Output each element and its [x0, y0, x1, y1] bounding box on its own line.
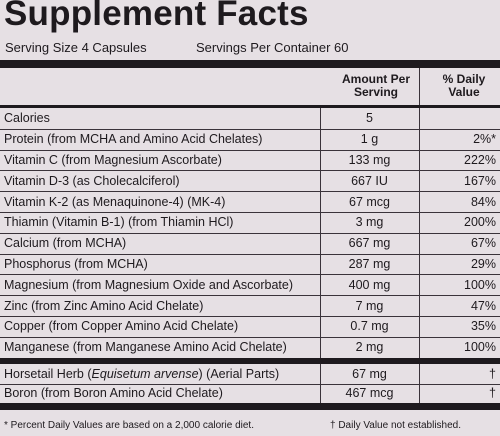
row-rule: [0, 253, 500, 255]
amount: 67 mg: [352, 366, 387, 381]
column-rule: [419, 191, 420, 212]
column-rule: [419, 253, 420, 275]
column-rule: [419, 128, 420, 150]
row-rule: [0, 212, 500, 213]
title: Supplement Facts: [4, 0, 309, 33]
column-rule: [320, 383, 321, 403]
daily-value: 222%: [464, 153, 496, 167]
row-rule: [0, 191, 500, 193]
column-rule: [320, 212, 321, 233]
column-rule: [419, 316, 420, 337]
nutrient-name: Vitamin K-2 (as Menaquinone-4) (MK-4): [4, 194, 226, 209]
column-rule: [320, 128, 321, 150]
amount: 467 mcg: [345, 386, 394, 401]
amount: 3 mg: [355, 215, 384, 230]
column-rule: [320, 170, 321, 192]
row-rule: [0, 232, 500, 234]
daily-value: †: [489, 386, 496, 401]
amount: 1 g: [360, 132, 379, 147]
daily-value: 67%: [470, 236, 496, 251]
column-rule: [419, 149, 420, 171]
amount: 0.7 mg: [350, 319, 389, 334]
amount: 67 mcg: [349, 194, 390, 209]
daily-value: 35%: [470, 319, 496, 334]
amount-header: Amount Per Serving: [341, 72, 410, 99]
amount: 2 mg: [355, 340, 384, 355]
row-rule: [0, 336, 500, 338]
row-rule: [0, 383, 500, 385]
nutrient-name: Boron (from Boron Amino Acid Chelate): [4, 386, 223, 401]
column-rule: [419, 232, 420, 254]
header-rule: [0, 105, 500, 108]
column-rule: [419, 383, 420, 403]
daily-value: 100%: [464, 277, 496, 292]
daily-value: 84%: [470, 194, 496, 209]
column-rule: [320, 253, 321, 275]
row-rule: [0, 316, 500, 317]
column-rule: [320, 364, 321, 384]
nutrient-name: Vitamin D-3 (as Cholecalciferol): [4, 173, 180, 188]
nutrient-name: Vitamin C (from Magnesium Ascorbate): [4, 153, 222, 167]
daily-value: 2%*: [473, 132, 496, 147]
column-rule: [320, 295, 321, 316]
nutrient-name: Calories: [4, 111, 50, 126]
thick-rule: [0, 403, 500, 410]
serving-size: Serving Size 4 Capsules: [5, 40, 147, 55]
thick-rule: [0, 358, 500, 364]
amount: 287 mg: [348, 257, 391, 271]
amount: 5: [366, 111, 373, 126]
nutrient-name: Magnesium (from Magnesium Oxide and Asco…: [4, 277, 294, 292]
footnote: * Percent Daily Values are based on a 2,…: [4, 420, 254, 431]
name-part: Horsetail Herb (: [4, 366, 92, 381]
nutrient-name: Manganese (from Manganese Amino Acid Che…: [4, 340, 287, 355]
column-rule: [419, 295, 420, 316]
row-rule: [0, 295, 500, 297]
daily-value: 200%: [464, 215, 496, 230]
nutrient-name: Thiamin (Vitamin B-1) (from Thiamin HCl): [4, 215, 234, 230]
column-rule: [320, 191, 321, 212]
daily-value: †: [489, 366, 496, 381]
column-rule: [320, 232, 321, 254]
column-rule: [419, 274, 420, 296]
daily-value: 167%: [464, 173, 496, 188]
thick-rule: [0, 60, 500, 68]
nutrient-name: Protein (from MCHA and Amino Acid Chelat…: [4, 132, 263, 147]
row-rule: [0, 149, 500, 151]
nutrient-name: Zinc (from Zinc Amino Acid Chelate): [4, 298, 204, 313]
row-rule: [0, 170, 500, 172]
daily-value: 29%: [470, 257, 496, 271]
column-rule: [419, 68, 420, 106]
column-rule: [419, 364, 420, 384]
row-rule: [0, 128, 500, 130]
amount: 133 mg: [348, 153, 391, 167]
column-rule: [320, 108, 321, 129]
nutrient-name: Horsetail Herb (Equisetum arvense) (Aeri…: [4, 364, 279, 384]
column-rule: [419, 108, 420, 129]
column-rule: [419, 212, 420, 233]
dv-header: % Daily Value: [442, 72, 486, 99]
name-part: ) (Aerial Parts): [198, 366, 280, 381]
column-rule: [419, 170, 420, 192]
column-rule: [419, 336, 420, 358]
name-italic: Equisetum arvense: [91, 366, 199, 381]
nutrient-name: Copper (from Copper Amino Acid Chelate): [4, 319, 239, 334]
column-rule: [320, 316, 321, 337]
column-rule: [320, 274, 321, 296]
nutrient-name: Phosphorus (from MCHA): [4, 257, 148, 271]
footnote: † Daily Value not established.: [330, 420, 462, 431]
amount: 400 mg: [348, 277, 391, 292]
nutrient-name: Calcium (from MCHA): [4, 236, 127, 251]
servings-per-container: Servings Per Container 60: [196, 40, 349, 55]
row-rule: [0, 274, 500, 276]
daily-value: 100%: [464, 340, 496, 355]
column-rule: [320, 149, 321, 171]
daily-value: 47%: [470, 298, 496, 313]
amount: 7 mg: [355, 298, 384, 313]
amount: 667 IU: [351, 173, 388, 188]
amount: 667 mg: [348, 236, 391, 251]
column-rule: [320, 336, 321, 358]
